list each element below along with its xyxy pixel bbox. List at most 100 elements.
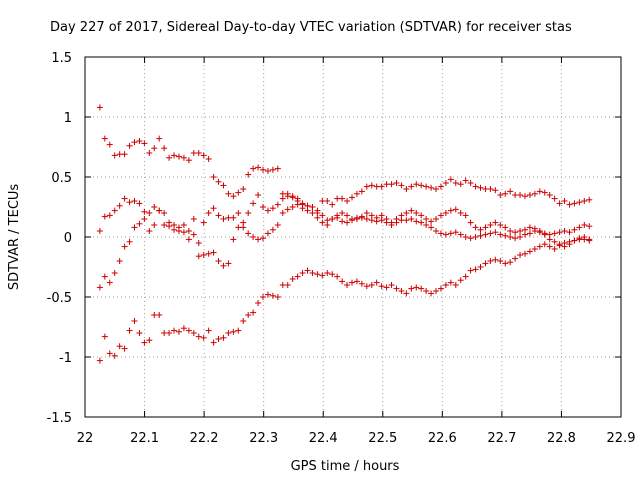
data-point <box>393 219 400 226</box>
data-point <box>433 228 440 234</box>
data-point <box>531 228 538 234</box>
data-point <box>96 228 103 234</box>
data-point <box>131 224 138 231</box>
data-point <box>586 237 593 244</box>
data-point <box>472 266 479 273</box>
data-point <box>230 328 237 335</box>
data-point <box>175 153 182 160</box>
data-point <box>215 212 222 219</box>
data-point <box>151 222 158 228</box>
data-point <box>190 216 197 222</box>
data-point <box>339 218 346 225</box>
data-point <box>437 285 444 292</box>
data-point <box>180 229 187 236</box>
data-point <box>388 181 395 188</box>
data-point <box>497 222 504 228</box>
data-point <box>378 283 385 290</box>
data-point <box>264 230 271 237</box>
data-point <box>106 141 113 148</box>
data-point <box>492 256 499 263</box>
data-point <box>497 258 504 264</box>
data-point <box>304 202 311 209</box>
data-point <box>551 195 558 202</box>
data-point <box>447 230 454 237</box>
data-point <box>151 204 158 210</box>
data-point <box>512 229 519 236</box>
data-point <box>521 231 528 238</box>
x-tick-label: 22.5 <box>368 431 397 446</box>
data-point <box>447 176 454 183</box>
data-point <box>304 267 311 274</box>
data-point <box>324 217 331 224</box>
data-point <box>452 282 459 288</box>
data-point <box>121 151 128 158</box>
data-point <box>294 201 301 208</box>
data-point <box>457 210 464 216</box>
data-point <box>225 330 232 336</box>
data-point <box>556 229 563 236</box>
data-point <box>581 198 588 204</box>
data-point <box>502 260 509 267</box>
data-point <box>240 219 247 226</box>
data-point <box>264 168 271 174</box>
data-point <box>403 186 410 192</box>
data-point <box>210 174 217 180</box>
data-point <box>462 273 469 280</box>
data-point <box>255 164 262 171</box>
data-point <box>136 200 143 207</box>
data-point <box>339 210 346 216</box>
data-point <box>576 199 583 206</box>
x-axis-label: GPS time / hours <box>291 459 400 474</box>
data-point <box>126 142 133 149</box>
data-point <box>250 165 257 172</box>
data-point <box>116 202 123 209</box>
x-tick-label: 22.1 <box>130 431 159 446</box>
data-point <box>339 278 346 285</box>
data-point <box>255 236 262 243</box>
data-point <box>245 210 252 216</box>
data-point <box>423 288 430 294</box>
data-point <box>210 339 217 346</box>
data-point <box>344 212 351 219</box>
data-point <box>363 183 370 190</box>
data-point <box>121 195 128 202</box>
data-point <box>358 280 365 287</box>
data-point <box>433 288 440 294</box>
data-point <box>260 294 267 300</box>
data-point <box>437 230 444 237</box>
data-point <box>205 327 212 334</box>
data-point <box>200 334 207 341</box>
data-point <box>141 208 148 215</box>
data-point <box>171 327 178 334</box>
data-point <box>507 228 514 234</box>
data-point <box>269 205 276 212</box>
data-point <box>161 145 168 152</box>
data-point <box>571 226 578 233</box>
data-point <box>551 230 558 237</box>
data-point <box>487 258 494 264</box>
data-point <box>185 236 192 243</box>
data-point <box>126 199 133 206</box>
x-tick-label: 22.9 <box>607 431 636 446</box>
data-point <box>136 138 143 144</box>
data-point <box>497 231 504 238</box>
data-point <box>541 230 548 237</box>
data-point <box>235 189 242 196</box>
data-point <box>408 285 415 292</box>
data-point <box>467 267 474 274</box>
y-axis-label: SDTVAR / TECUs <box>7 184 22 291</box>
data-point <box>324 270 331 276</box>
data-point <box>146 150 153 156</box>
data-point <box>220 334 227 341</box>
data-point <box>146 210 153 216</box>
data-point <box>388 222 395 228</box>
data-point <box>383 219 390 226</box>
data-point <box>428 218 435 225</box>
data-point <box>423 216 430 222</box>
data-point <box>309 270 316 276</box>
data-point <box>482 231 489 238</box>
data-point <box>344 198 351 204</box>
data-point <box>521 193 528 200</box>
data-point <box>215 336 222 342</box>
data-point <box>586 196 593 203</box>
